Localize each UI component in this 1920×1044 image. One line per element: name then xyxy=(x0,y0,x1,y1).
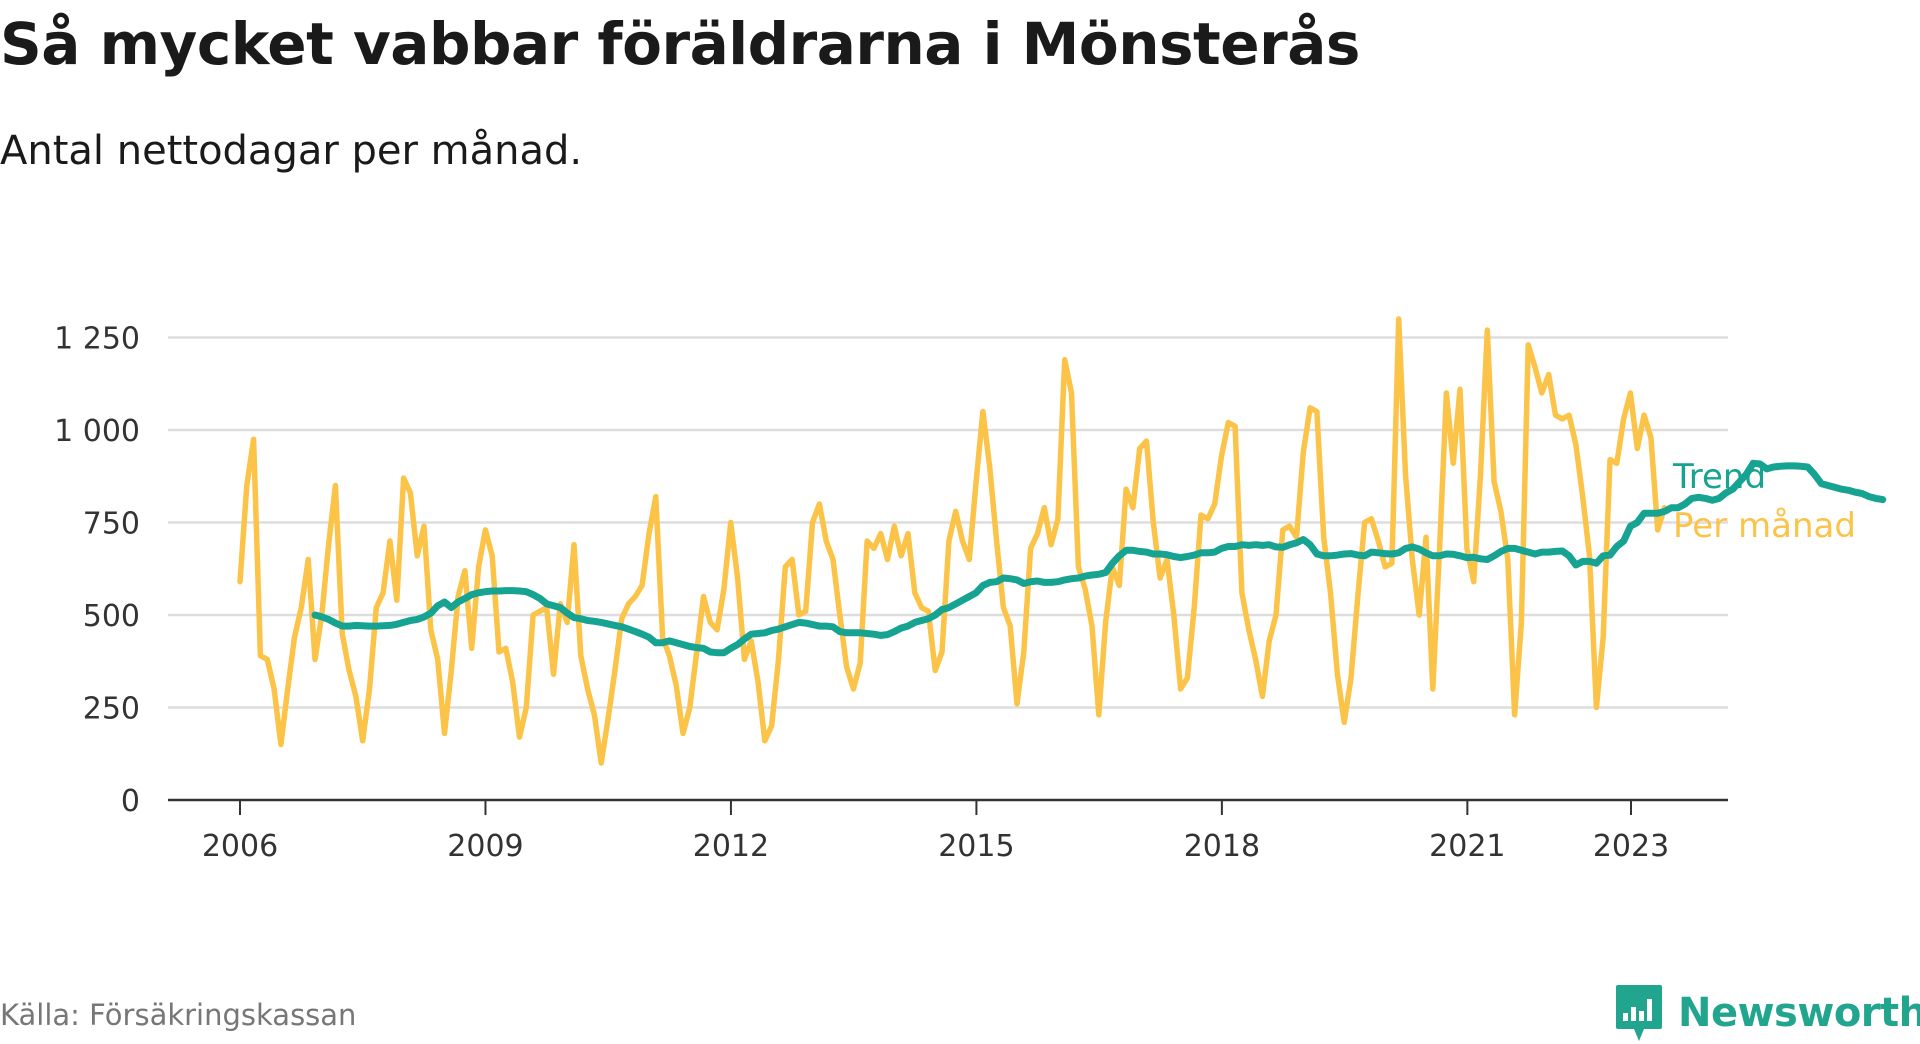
newsworthy-logo-icon xyxy=(1616,985,1662,1041)
brand: Newsworthy xyxy=(1614,982,1920,1044)
x-tick-label: 2009 xyxy=(447,829,523,864)
x-axis-ticks: 2006 2009 2012 2015 2018 2021 2023 xyxy=(202,800,1669,864)
x-tick-label: 2012 xyxy=(693,829,769,864)
chart-title: Så mycket vabbar föräldrarna i Mönsterås xyxy=(0,10,1360,78)
y-axis-tick-labels: 0 250 500 750 1 000 1 250 xyxy=(54,322,140,820)
series-line-trend xyxy=(311,459,1887,657)
y-tick-label: 1 250 xyxy=(54,322,140,357)
y-tick-label: 500 xyxy=(83,599,140,634)
brand-name: Newsworthy xyxy=(1678,990,1920,1036)
source-note: Källa: Försäkringskassan xyxy=(0,998,357,1032)
series-line-per-manad xyxy=(237,316,1668,766)
y-tick-label: 0 xyxy=(121,784,140,819)
x-tick-label: 2015 xyxy=(938,829,1014,864)
y-tick-label: 750 xyxy=(83,507,140,542)
legend-label-trend: Trend xyxy=(1672,457,1766,497)
x-tick-label: 2006 xyxy=(202,829,278,864)
y-tick-label: 1 000 xyxy=(54,414,140,449)
chart-subtitle: Antal nettodagar per månad. xyxy=(0,128,583,174)
x-tick-label: 2021 xyxy=(1429,829,1505,864)
y-tick-label: 250 xyxy=(83,692,140,727)
legend-label-per-manad: Per månad xyxy=(1673,506,1856,546)
x-tick-label: 2018 xyxy=(1184,829,1260,864)
x-tick-label: 2023 xyxy=(1593,829,1669,864)
